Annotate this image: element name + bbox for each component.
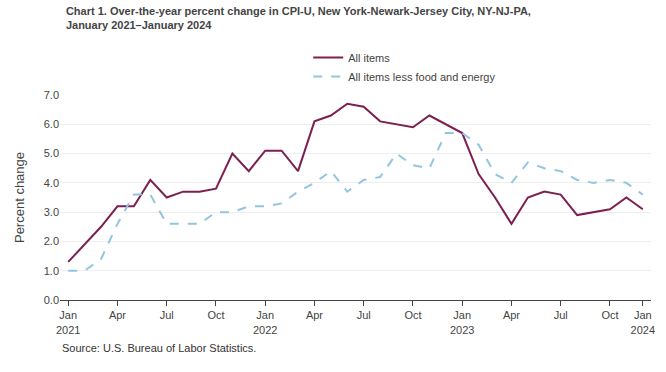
svg-text:4.0: 4.0 [44, 177, 59, 189]
svg-text:Percent change: Percent change [12, 152, 27, 243]
svg-text:Jul: Jul [554, 309, 568, 321]
svg-text:Apr: Apr [306, 309, 323, 321]
svg-text:6.0: 6.0 [44, 118, 59, 130]
svg-text:0.0: 0.0 [44, 294, 59, 306]
svg-text:All items less food and energy: All items less food and energy [348, 71, 495, 83]
svg-text:Jan2021: Jan2021 [56, 309, 80, 335]
svg-text:3.0: 3.0 [44, 206, 59, 218]
svg-text:Oct: Oct [404, 309, 421, 321]
svg-text:2.0: 2.0 [44, 235, 59, 247]
svg-text:Jul: Jul [357, 309, 371, 321]
svg-text:Jul: Jul [160, 309, 174, 321]
svg-text:1.0: 1.0 [44, 265, 59, 277]
svg-text:5.0: 5.0 [44, 147, 59, 159]
svg-text:Jan2024: Jan2024 [631, 309, 655, 335]
svg-text:Chart 1. Over-the-year percent: Chart 1. Over-the-year percent change in… [66, 5, 531, 31]
svg-text:Apr: Apr [503, 309, 520, 321]
svg-text:Source: U.S. Bureau of Labor S: Source: U.S. Bureau of Labor Statistics. [62, 342, 256, 354]
svg-text:Apr: Apr [109, 309, 126, 321]
svg-text:Oct: Oct [601, 309, 618, 321]
svg-text:Oct: Oct [207, 309, 224, 321]
svg-text:All items: All items [348, 52, 390, 64]
svg-text:Jan2023: Jan2023 [450, 309, 474, 335]
svg-text:7.0: 7.0 [44, 89, 59, 101]
svg-text:Jan2022: Jan2022 [253, 309, 277, 335]
